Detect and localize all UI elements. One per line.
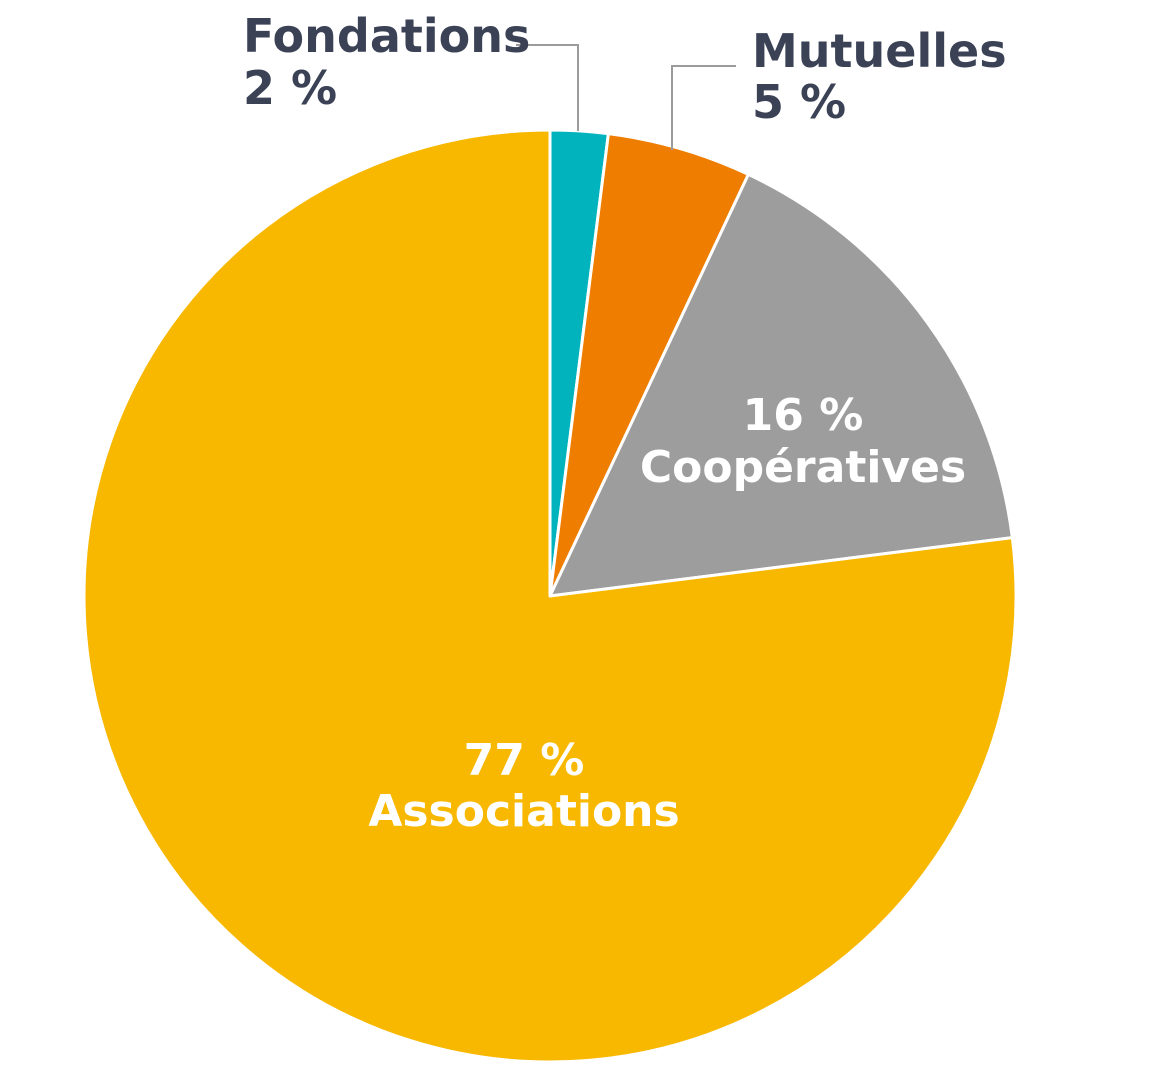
label-fondations-name: Fondations — [243, 9, 530, 63]
leader-line-mutuelles — [671, 65, 736, 150]
slice-cooperatives — [548, 172, 1014, 598]
slice-associations — [82, 128, 1018, 1064]
label-mutuelles-name: Mutuelles — [752, 24, 1007, 78]
pie-slices — [82, 128, 1018, 1064]
label-associations-percent: 77 % — [464, 735, 585, 786]
label-cooperatives-name: Coopératives — [640, 442, 966, 493]
label-mutuelles-percent: 5 % — [752, 75, 846, 129]
label-cooperatives-percent: 16 % — [743, 390, 864, 441]
label-associations-name: Associations — [368, 786, 679, 837]
leader-line-fondations — [516, 44, 579, 131]
slice-mutuelles — [548, 132, 750, 598]
leader-lines — [516, 44, 736, 150]
label-fondations-percent: 2 % — [243, 61, 337, 115]
